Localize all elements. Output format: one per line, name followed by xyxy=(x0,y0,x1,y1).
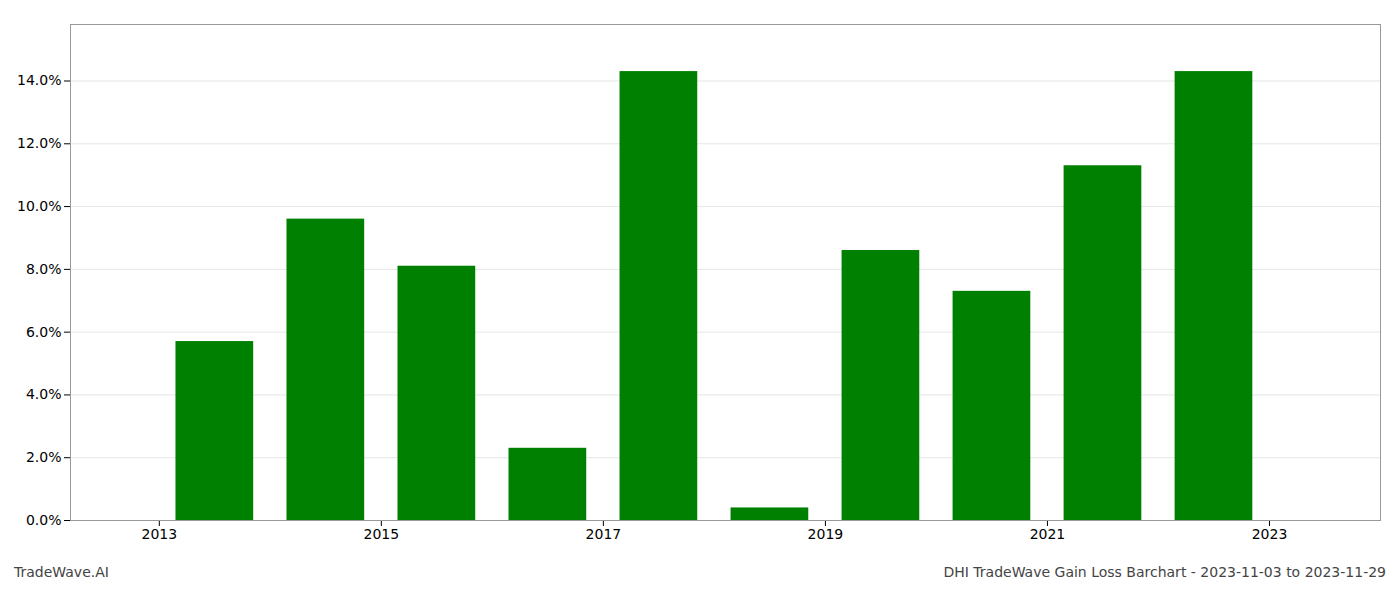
html-text:DHI TradeWave Gain Loss Barcha: DHI TradeWave Gain Loss Barchart - 2023-… xyxy=(943,564,1386,580)
svg-text:2015: 2015 xyxy=(364,526,400,542)
svg-text:2.0%: 2.0% xyxy=(26,449,62,465)
svg-text:8.0%: 8.0% xyxy=(26,261,62,277)
svg-text:2021: 2021 xyxy=(1030,526,1066,542)
svg-text:0.0%: 0.0% xyxy=(26,512,62,528)
svg-text:2013: 2013 xyxy=(141,526,177,542)
svg-text:12.0%: 12.0% xyxy=(17,135,61,151)
svg-text:2023: 2023 xyxy=(1252,526,1288,542)
svg-text:10.0%: 10.0% xyxy=(17,198,61,214)
svg-text:2017: 2017 xyxy=(586,526,622,542)
svg-text:14.0%: 14.0% xyxy=(17,72,61,88)
svg-text:4.0%: 4.0% xyxy=(26,386,62,402)
html-text:TradeWave.AI: TradeWave.AI xyxy=(14,564,109,580)
svg-text:6.0%: 6.0% xyxy=(26,324,62,340)
svg-text:2019: 2019 xyxy=(808,526,844,542)
